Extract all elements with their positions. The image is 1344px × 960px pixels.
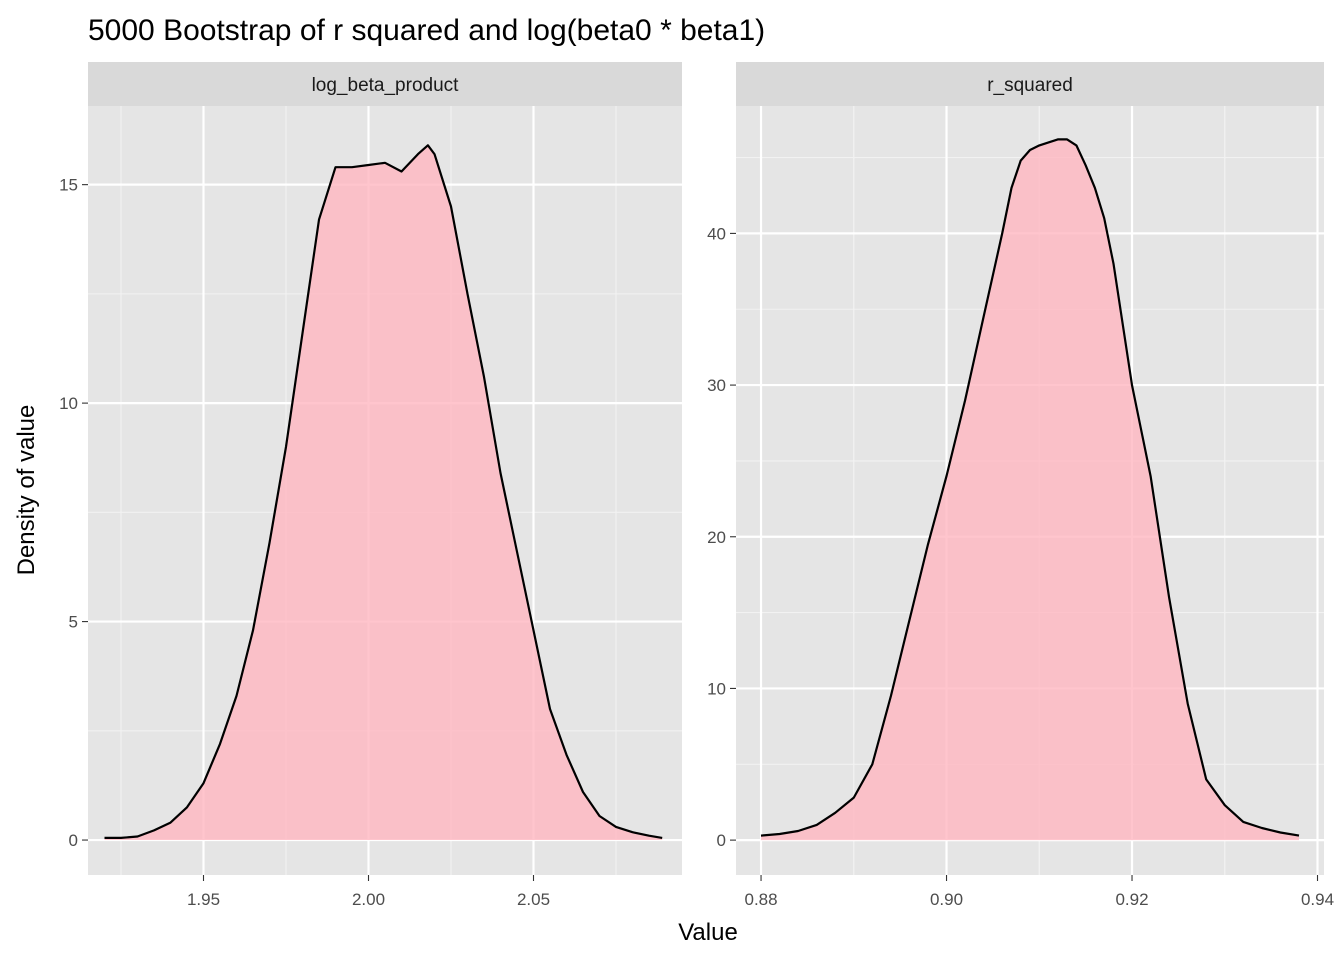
y-tick-label: 40 — [707, 224, 726, 243]
x-tick-label: 0.88 — [744, 890, 777, 909]
y-tick-label: 5 — [69, 613, 78, 632]
x-tick-label: 1.95 — [187, 890, 220, 909]
facet-strip-label: log_beta_product — [312, 75, 460, 96]
y-tick-label: 0 — [717, 831, 726, 850]
x-tick-label: 2.05 — [517, 890, 550, 909]
y-tick-label: 10 — [59, 394, 78, 413]
facet-strip-label: r_squared — [987, 75, 1073, 96]
chart-title: 5000 Bootstrap of r squared and log(beta… — [88, 14, 765, 47]
y-tick-label: 0 — [69, 831, 78, 850]
x-tick-label: 0.94 — [1301, 890, 1334, 909]
y-axis-title: Density of value — [13, 405, 40, 576]
y-tick-label: 20 — [707, 528, 726, 547]
y-tick-label: 30 — [707, 376, 726, 395]
panels-group: log_beta_product 0 5 10 15 1.95 2.00 2.05 r_squa… — [59, 62, 1334, 909]
density-area — [761, 139, 1299, 841]
x-tick-label: 2.00 — [352, 890, 385, 909]
facet-panel-2: r_squared 0 10 20 30 40 0.88 0.90 0.92 0.94 — [707, 62, 1334, 909]
x-tick-label: 0.90 — [930, 890, 963, 909]
y-tick-label: 15 — [59, 176, 78, 195]
density-area — [104, 145, 663, 841]
facet-strip — [736, 62, 1324, 106]
density-line — [760, 138, 1300, 837]
facet-panel-1: log_beta_product 0 5 10 15 1.95 2.00 2.05 — [59, 62, 682, 909]
x-tick-label: 0.92 — [1115, 890, 1148, 909]
x-axis-title: Value — [678, 919, 738, 946]
y-tick-label: 10 — [707, 679, 726, 698]
facet-strip — [88, 62, 682, 106]
density-line — [104, 144, 663, 839]
